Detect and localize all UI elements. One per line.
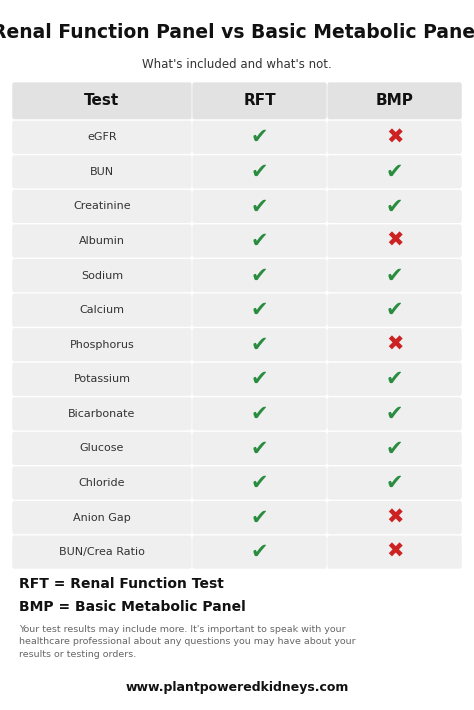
FancyBboxPatch shape [192, 466, 327, 500]
FancyBboxPatch shape [328, 190, 462, 223]
FancyBboxPatch shape [12, 293, 191, 327]
Text: ✔: ✔ [386, 438, 403, 459]
Text: BMP = Basic Metabolic Panel: BMP = Basic Metabolic Panel [19, 600, 246, 614]
FancyBboxPatch shape [192, 121, 327, 154]
FancyBboxPatch shape [328, 363, 462, 396]
FancyBboxPatch shape [192, 363, 327, 396]
FancyBboxPatch shape [12, 121, 191, 154]
Text: RFT: RFT [243, 93, 276, 109]
Text: ✔: ✔ [251, 266, 268, 285]
Text: RFT = Renal Function Test: RFT = Renal Function Test [19, 577, 224, 591]
Text: ✔: ✔ [251, 231, 268, 251]
FancyBboxPatch shape [328, 155, 462, 188]
Text: ✔: ✔ [251, 508, 268, 528]
FancyBboxPatch shape [12, 224, 191, 258]
FancyBboxPatch shape [12, 82, 191, 119]
Text: www.plantpoweredkidneys.com: www.plantpoweredkidneys.com [125, 682, 349, 694]
FancyBboxPatch shape [12, 259, 191, 292]
Text: ✖: ✖ [386, 508, 403, 528]
FancyBboxPatch shape [328, 293, 462, 327]
Text: Phosphorus: Phosphorus [70, 339, 134, 350]
Text: Anion Gap: Anion Gap [73, 513, 131, 523]
Text: ✔: ✔ [251, 438, 268, 459]
FancyBboxPatch shape [192, 398, 327, 430]
FancyBboxPatch shape [12, 398, 191, 430]
Text: BMP: BMP [376, 93, 413, 109]
Text: ✔: ✔ [386, 404, 403, 424]
Text: Your test results may include more. It's important to speak with your
healthcare: Your test results may include more. It's… [19, 625, 355, 659]
Text: Test: Test [84, 93, 119, 109]
FancyBboxPatch shape [12, 155, 191, 188]
FancyBboxPatch shape [328, 121, 462, 154]
Text: BUN: BUN [90, 167, 114, 177]
FancyBboxPatch shape [12, 328, 191, 361]
FancyBboxPatch shape [192, 535, 327, 569]
FancyBboxPatch shape [192, 501, 327, 534]
Text: Sodium: Sodium [81, 271, 123, 280]
FancyBboxPatch shape [12, 363, 191, 396]
Text: ✖: ✖ [386, 231, 403, 251]
Text: ✔: ✔ [386, 197, 403, 217]
Text: ✔: ✔ [251, 369, 268, 389]
FancyBboxPatch shape [192, 190, 327, 223]
FancyBboxPatch shape [12, 501, 191, 534]
Text: ✔: ✔ [251, 127, 268, 147]
FancyBboxPatch shape [328, 432, 462, 465]
FancyBboxPatch shape [12, 466, 191, 500]
Text: ✔: ✔ [386, 473, 403, 493]
FancyBboxPatch shape [12, 432, 191, 465]
Text: Albumin: Albumin [79, 236, 125, 246]
Text: ✔: ✔ [251, 334, 268, 355]
FancyBboxPatch shape [328, 224, 462, 258]
FancyBboxPatch shape [328, 466, 462, 500]
Text: eGFR: eGFR [87, 132, 117, 142]
FancyBboxPatch shape [328, 82, 462, 119]
Text: ✖: ✖ [386, 127, 403, 147]
Text: What's included and what's not.: What's included and what's not. [142, 58, 332, 71]
Text: Chloride: Chloride [79, 478, 125, 488]
Text: ✔: ✔ [251, 404, 268, 424]
FancyBboxPatch shape [192, 293, 327, 327]
FancyBboxPatch shape [328, 398, 462, 430]
FancyBboxPatch shape [192, 432, 327, 465]
FancyBboxPatch shape [12, 535, 191, 569]
FancyBboxPatch shape [192, 259, 327, 292]
FancyBboxPatch shape [12, 190, 191, 223]
FancyBboxPatch shape [192, 155, 327, 188]
Text: ✔: ✔ [386, 162, 403, 182]
Text: ✔: ✔ [251, 300, 268, 320]
FancyBboxPatch shape [328, 501, 462, 534]
Text: ✔: ✔ [251, 473, 268, 493]
Text: ✖: ✖ [386, 542, 403, 562]
FancyBboxPatch shape [328, 328, 462, 361]
Text: ✔: ✔ [386, 266, 403, 285]
Text: ✔: ✔ [251, 542, 268, 562]
Text: Glucose: Glucose [80, 444, 124, 454]
Text: ✔: ✔ [251, 197, 268, 217]
Text: ✖: ✖ [386, 334, 403, 355]
FancyBboxPatch shape [328, 535, 462, 569]
FancyBboxPatch shape [192, 224, 327, 258]
Text: Creatinine: Creatinine [73, 202, 131, 212]
FancyBboxPatch shape [192, 328, 327, 361]
Text: ✔: ✔ [251, 162, 268, 182]
FancyBboxPatch shape [192, 82, 327, 119]
Text: Renal Function Panel vs Basic Metabolic Panel: Renal Function Panel vs Basic Metabolic … [0, 23, 474, 42]
Text: Calcium: Calcium [80, 305, 124, 315]
Text: ✔: ✔ [386, 300, 403, 320]
Text: Bicarbonate: Bicarbonate [68, 409, 136, 419]
Text: ✔: ✔ [386, 369, 403, 389]
FancyBboxPatch shape [328, 259, 462, 292]
Text: Potassium: Potassium [73, 374, 130, 384]
Text: BUN/Crea Ratio: BUN/Crea Ratio [59, 547, 145, 557]
